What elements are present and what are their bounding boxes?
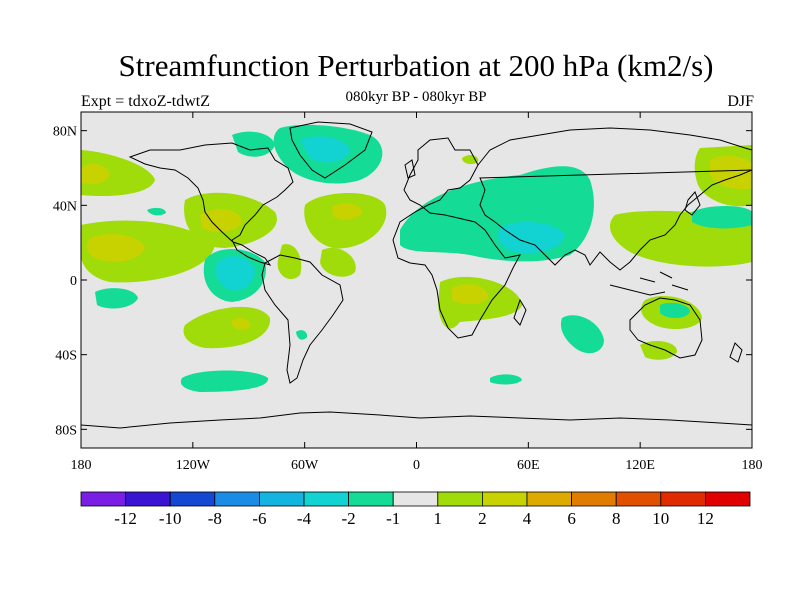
colorbar-box (615, 491, 662, 507)
coastline-layer (81, 121, 752, 429)
contour-region (296, 330, 308, 340)
colorbar-label: -12 (114, 509, 137, 528)
colorbar-label: -6 (252, 509, 266, 528)
x-tick-label: 180 (742, 458, 763, 473)
map-background (81, 112, 752, 448)
contour-region (332, 203, 362, 220)
map-title: Streamfunction Perturbation at 200 hPa (… (118, 48, 714, 83)
contour-region (640, 341, 678, 360)
contour-fill-layer (81, 124, 752, 392)
colorbar-box (437, 491, 483, 507)
coastline-north-america (128, 142, 294, 266)
colorbar-label: -10 (159, 509, 182, 528)
contour-region (490, 374, 522, 385)
contour-region (277, 244, 302, 280)
contour-region (86, 234, 145, 262)
contour-region (180, 370, 269, 392)
colorbar-box (705, 491, 751, 507)
colorbar-box (348, 491, 394, 507)
coastline-uk (404, 159, 416, 179)
y-tick-label: 40S (55, 349, 77, 364)
coastline-madagascar (513, 298, 527, 326)
contour-region (320, 247, 356, 277)
contour-region (200, 209, 242, 232)
coastline-maritime-continent (609, 271, 689, 296)
coastline-south-america (261, 254, 344, 384)
colorbar-box (526, 491, 572, 507)
y-tick-label: 80S (55, 423, 77, 438)
coastline-australia (629, 297, 703, 359)
x-tick-label: 0 (413, 458, 420, 473)
colorbar-label: 1 (434, 509, 443, 528)
y-tick-label: 80N (53, 125, 77, 140)
x-tick-label: 120E (625, 458, 655, 473)
colorbar-box (481, 491, 528, 507)
colorbar-label: 8 (612, 509, 621, 528)
contour-region (81, 164, 110, 184)
colorbar-box (214, 491, 260, 507)
contour-region (452, 284, 489, 305)
contour-region (560, 315, 604, 354)
colorbar-label: 12 (697, 509, 714, 528)
colorbar-box (392, 491, 439, 507)
contour-region (710, 156, 752, 190)
y-axis: 80N 40N 0 40S 80S (53, 125, 752, 438)
coastline-europe-africa (392, 137, 521, 339)
colorbar-label: -8 (208, 509, 222, 528)
contour-region (183, 306, 271, 349)
contour-region (95, 288, 138, 309)
contour-region (692, 205, 752, 229)
contour-region (232, 317, 251, 330)
coastline-antarctica (81, 411, 752, 429)
colorbar-box (571, 491, 617, 507)
colorbar-box (80, 491, 126, 507)
contour-region (215, 256, 255, 291)
contour-region (498, 221, 565, 254)
x-tick-label: 180 (71, 458, 92, 473)
colorbar-label: -2 (342, 509, 356, 528)
period-label: 080kyr BP - 080kyr BP (345, 89, 487, 105)
colorbar-label: -4 (297, 509, 312, 528)
colorbar-label: 6 (567, 509, 576, 528)
experiment-label: Expt = tdxoZ-tdwtZ (81, 93, 211, 110)
colorbar-label: 10 (652, 509, 669, 528)
x-tick-label: 60W (291, 458, 319, 473)
contour-region (232, 131, 275, 157)
colorbar: -12 -10 -8 -6 -4 -2 -1 1 2 4 6 8 10 12 (80, 491, 751, 528)
coastline-new-zealand (729, 342, 743, 363)
x-tick-label: 60E (517, 458, 540, 473)
colorbar-box (125, 491, 171, 507)
colorbar-label: 2 (478, 509, 487, 528)
contour-region (304, 192, 387, 249)
x-tick-label: 120W (176, 458, 211, 473)
colorbar-box (258, 491, 305, 507)
season-label: DJF (727, 93, 754, 110)
coastline-japan (684, 191, 701, 216)
colorbar-box (169, 491, 216, 507)
x-axis: 180 120W 60W 0 60E 120E 180 (71, 112, 763, 473)
y-tick-label: 40N (53, 199, 77, 214)
coastline-greenland (289, 121, 373, 179)
contour-region (147, 207, 166, 216)
y-tick-label: 0 (70, 274, 77, 289)
colorbar-box (660, 491, 706, 507)
contour-region (300, 136, 350, 163)
colorbar-box (303, 491, 349, 507)
contour-region (81, 150, 155, 197)
contour-region (660, 302, 690, 319)
colorbar-label: -1 (386, 509, 400, 528)
coastline-asia (477, 127, 752, 271)
colorbar-label: 4 (523, 509, 532, 528)
